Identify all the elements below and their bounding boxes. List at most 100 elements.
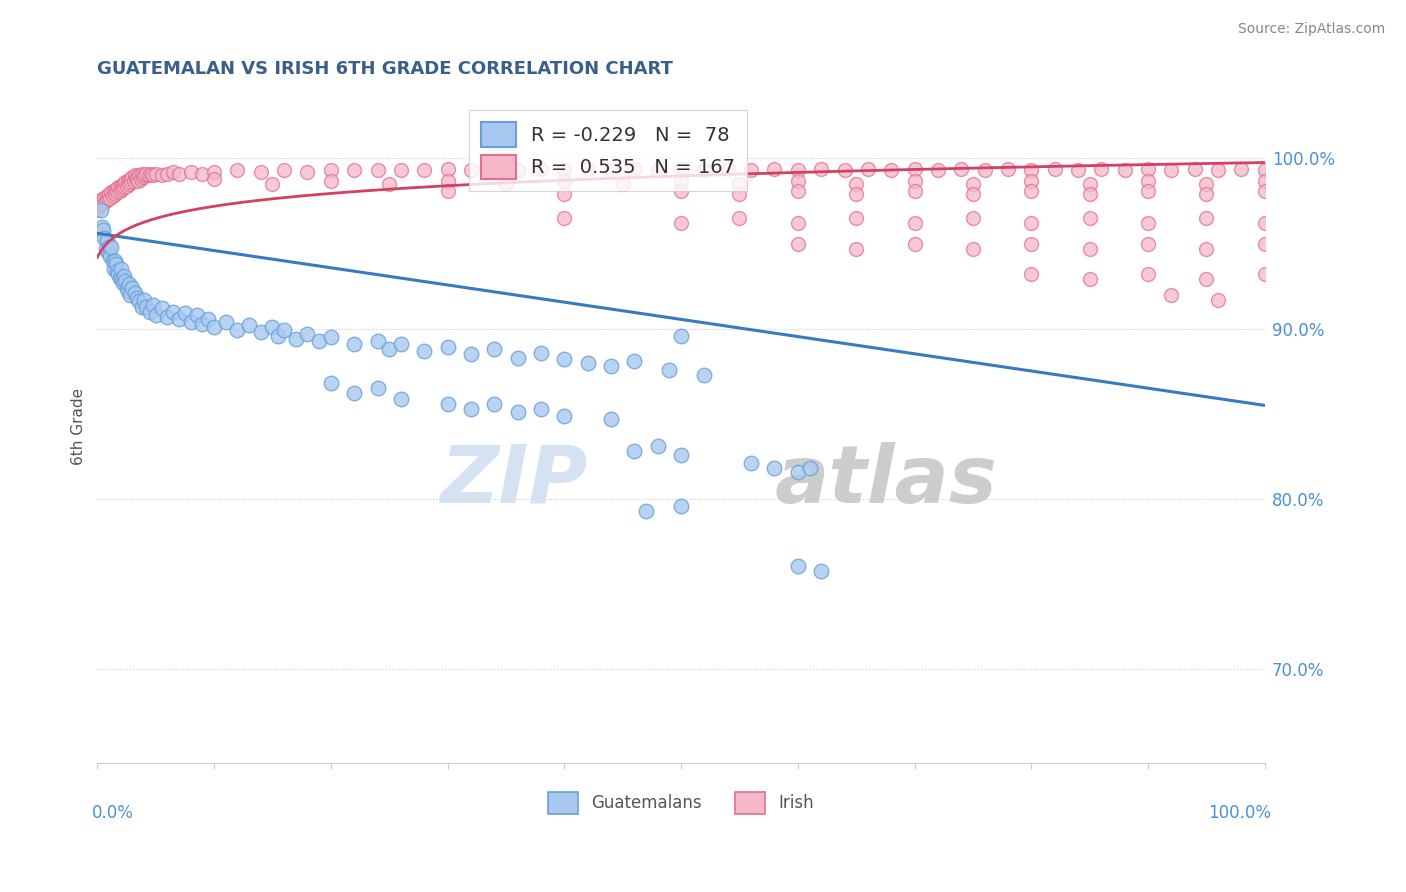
Point [202, 172, 225, 186]
Point [1137, 216, 1160, 230]
Point [717, 161, 740, 176]
Point [1254, 236, 1277, 251]
Point [117, 285, 139, 299]
Point [600, 412, 623, 426]
Point [1254, 173, 1277, 187]
Point [495, 177, 517, 191]
Point [763, 161, 786, 176]
Point [93, 231, 115, 245]
Point [553, 173, 575, 187]
Point [1160, 287, 1182, 301]
Point [436, 161, 458, 176]
Point [121, 281, 143, 295]
Point [623, 444, 645, 458]
Point [962, 242, 984, 256]
Point [1206, 293, 1229, 307]
Point [1021, 216, 1043, 230]
Point [273, 323, 295, 337]
Point [129, 172, 152, 186]
Point [786, 465, 808, 479]
Point [623, 161, 645, 176]
Point [903, 236, 925, 251]
Point [647, 163, 669, 178]
Legend: Guatemalans, Irish: Guatemalans, Irish [540, 784, 823, 822]
Point [180, 315, 202, 329]
Point [191, 167, 214, 181]
Point [145, 167, 167, 181]
Point [1254, 163, 1277, 178]
Point [1195, 177, 1218, 191]
Point [856, 161, 879, 176]
Point [128, 169, 150, 183]
Point [553, 163, 575, 178]
Point [786, 173, 808, 187]
Point [1078, 272, 1101, 286]
Point [669, 499, 692, 513]
Point [132, 169, 155, 183]
Point [273, 163, 295, 178]
Point [1021, 163, 1043, 178]
Point [110, 178, 132, 193]
Point [139, 304, 162, 318]
Point [226, 163, 249, 178]
Point [484, 342, 506, 356]
Point [786, 558, 808, 573]
Point [927, 163, 949, 178]
Point [167, 311, 190, 326]
Point [103, 184, 125, 198]
Point [1254, 267, 1277, 281]
Point [658, 362, 681, 376]
Point [308, 334, 330, 348]
Point [267, 328, 290, 343]
Point [162, 165, 184, 179]
Point [669, 184, 692, 198]
Point [105, 182, 128, 196]
Point [100, 186, 122, 200]
Point [105, 257, 128, 271]
Point [799, 461, 821, 475]
Text: 100.0%: 100.0% [1208, 804, 1271, 822]
Point [142, 298, 165, 312]
Point [962, 177, 984, 191]
Point [115, 281, 138, 295]
Point [903, 161, 925, 176]
Point [108, 184, 131, 198]
Point [1114, 163, 1136, 178]
Point [97, 192, 120, 206]
Point [786, 163, 808, 178]
Point [1021, 236, 1043, 251]
Point [91, 195, 114, 210]
Point [728, 187, 751, 202]
Point [728, 177, 751, 191]
Point [104, 253, 127, 268]
Point [238, 318, 260, 333]
Point [118, 177, 141, 191]
Point [436, 341, 458, 355]
Point [413, 163, 436, 178]
Point [180, 165, 202, 179]
Point [623, 354, 645, 368]
Point [669, 173, 692, 187]
Point [125, 170, 148, 185]
Point [108, 270, 131, 285]
Point [124, 169, 146, 183]
Point [553, 187, 575, 202]
Point [1195, 187, 1218, 202]
Point [810, 161, 832, 176]
Point [786, 216, 808, 230]
Point [669, 328, 692, 343]
Point [740, 456, 762, 470]
Point [87, 199, 110, 213]
Point [319, 330, 342, 344]
Point [962, 187, 984, 202]
Point [125, 291, 148, 305]
Point [112, 177, 135, 191]
Point [91, 219, 114, 234]
Point [669, 216, 692, 230]
Point [120, 175, 142, 189]
Point [1090, 161, 1112, 176]
Point [1078, 187, 1101, 202]
Point [156, 310, 179, 324]
Point [1206, 163, 1229, 178]
Point [1230, 161, 1253, 176]
